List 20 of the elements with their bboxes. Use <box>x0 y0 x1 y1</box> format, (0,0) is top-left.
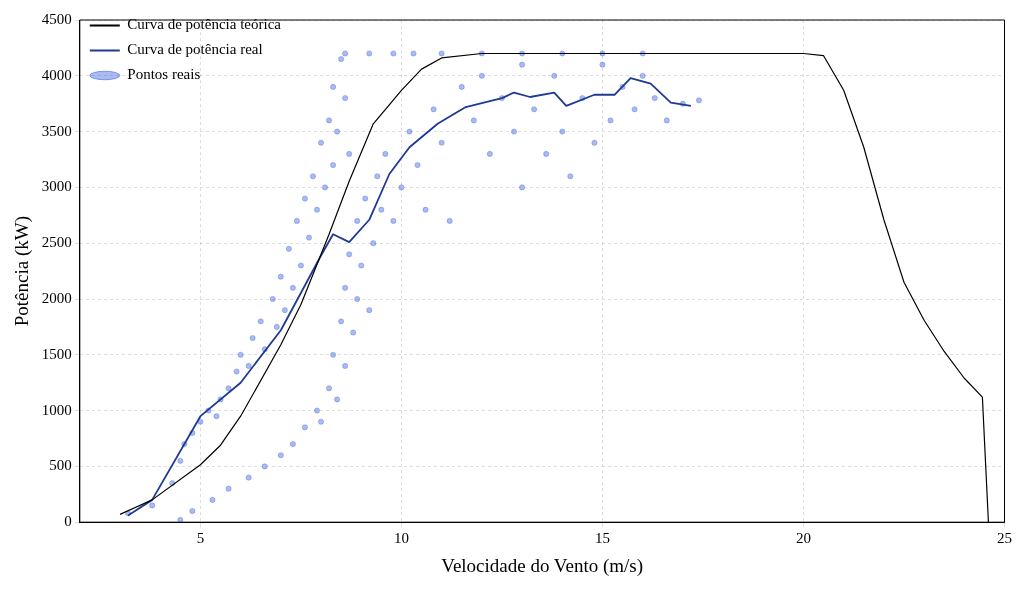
x-axis-title: Velocidade do Vento (m/s) <box>441 554 644 577</box>
y-tick-label: 4000 <box>41 66 72 83</box>
y-tick-label: 3500 <box>41 122 72 139</box>
y-tick-label: 500 <box>49 457 72 474</box>
x-tick-label: 10 <box>393 530 409 547</box>
legend-label: Curva de potência teórica <box>127 16 282 33</box>
x-tick-label: 25 <box>997 530 1012 547</box>
y-tick-label: 2500 <box>41 234 72 251</box>
y-tick-label: 3000 <box>41 178 72 195</box>
x-tick-label: 20 <box>795 530 811 547</box>
legend-label: Pontos reais <box>127 66 201 83</box>
y-axis-title: Potência (kW) <box>11 215 34 327</box>
y-tick-label: 4500 <box>41 10 72 27</box>
x-tick-label: 5 <box>196 530 205 547</box>
legend-label: Curva de potência real <box>127 41 263 58</box>
y-tick-label: 0 <box>64 513 72 530</box>
y-tick-label: 1000 <box>41 401 72 418</box>
x-tick-label: 15 <box>594 530 610 547</box>
y-tick-label: 1500 <box>41 345 72 362</box>
y-tick-label: 2000 <box>41 289 72 306</box>
